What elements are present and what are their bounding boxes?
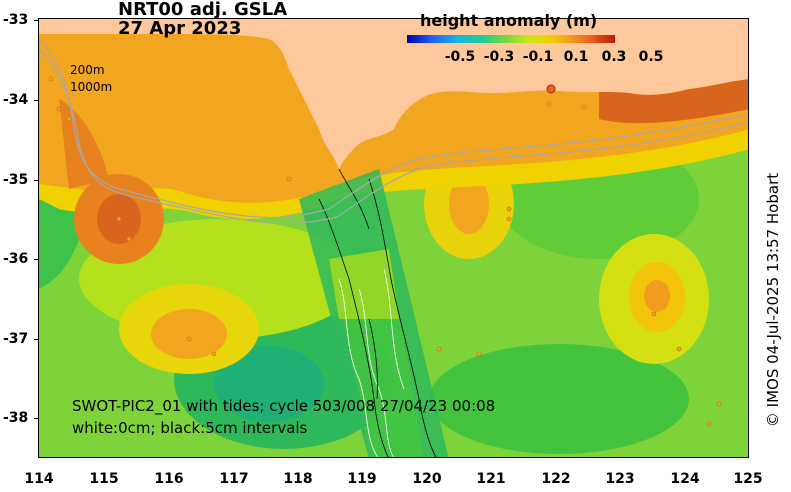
y-tick-label: -38	[3, 410, 29, 426]
y-tick-mark	[34, 418, 39, 419]
y-tick-mark	[34, 259, 39, 260]
anomaly-shelf-high-core	[449, 174, 489, 234]
y-tick-label: -33	[3, 12, 29, 28]
x-tick-label: 119	[347, 471, 377, 487]
y-tick-label: -34	[3, 92, 29, 108]
anomaly-south-east-low	[429, 344, 689, 454]
colorbar-tick: -0.3	[483, 49, 515, 65]
isobath-label-1000m: 1000m	[70, 80, 113, 94]
x-tick-label: 117	[219, 471, 249, 487]
sea-level-map	[39, 19, 748, 457]
x-tick-label: 125	[733, 471, 763, 487]
y-tick-label: -36	[3, 251, 29, 267]
colorbar	[407, 35, 615, 43]
colorbar-tick: 0.5	[638, 49, 664, 65]
swot-caption: SWOT-PIC2_01 with tides; cycle 503/008 2…	[72, 397, 496, 415]
credit-text: © IMOS 04-Jul-2025 13:57 Hobart	[764, 172, 782, 428]
y-tick-label: -35	[3, 172, 29, 188]
x-tick-label: 116	[154, 471, 184, 487]
colorbar-tick: -0.1	[522, 49, 554, 65]
colorbar-title: height anomaly (m)	[420, 11, 598, 30]
y-tick-mark	[34, 180, 39, 181]
y-tick-mark	[34, 339, 39, 340]
swot-swath-north	[329, 249, 399, 319]
colorbar-tick: 0.3	[601, 49, 627, 65]
isobaths	[39, 38, 748, 225]
map-title: NRT00 adj. GSLA	[118, 0, 288, 20]
x-tick-label: 120	[412, 471, 442, 487]
x-tick-label: 115	[89, 471, 119, 487]
x-tick-label: 122	[541, 471, 571, 487]
y-tick-mark	[34, 100, 39, 101]
colorbar-tick: 0.1	[563, 49, 589, 65]
anomaly-northwest	[59, 99, 109, 189]
map-plot-area	[38, 18, 749, 458]
colorbar-tick: -0.5	[444, 49, 476, 65]
x-tick-label: 114	[24, 471, 54, 487]
y-tick-mark	[34, 20, 39, 21]
y-tick-label: -37	[3, 331, 29, 347]
anomaly-mid-high-core	[151, 309, 227, 359]
anomaly-south-low-core	[214, 346, 324, 422]
anomaly-east-high-core	[644, 280, 670, 312]
x-tick-label: 118	[283, 471, 313, 487]
swot-contour-legend: white:0cm; black:5cm intervals	[72, 419, 308, 437]
altimeter-points	[48, 76, 722, 427]
x-tick-label: 121	[476, 471, 506, 487]
x-tick-label: 124	[670, 471, 700, 487]
swot-contours-black	[318, 168, 437, 457]
map-date: 27 Apr 2023	[118, 18, 242, 39]
land-western-australia	[39, 19, 748, 169]
anomaly-marker	[546, 84, 556, 94]
x-tick-label: 123	[605, 471, 635, 487]
swot-contours-white	[338, 268, 405, 457]
isobath-label-200m: 200m	[70, 63, 105, 77]
